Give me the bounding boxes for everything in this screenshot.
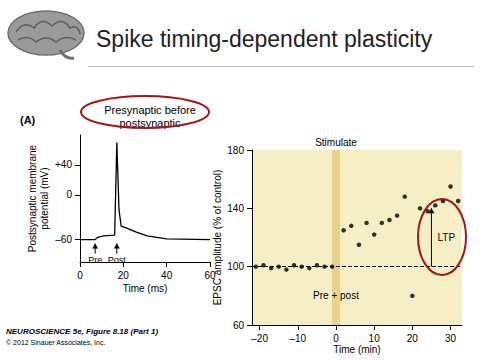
svg-text:20: 20 xyxy=(118,270,130,281)
svg-text:60: 60 xyxy=(233,320,245,331)
svg-text:Time (ms): Time (ms) xyxy=(123,283,168,294)
svg-text:Pre: Pre xyxy=(88,255,102,265)
html-text:© 2012 Sinauer Associates, Inc: © 2012 Sinauer Associates, Inc. xyxy=(6,339,106,346)
svg-text:EPSC amplitude (% of control): EPSC amplitude (% of control) xyxy=(212,170,223,306)
html-text:Spike timing-dependent plastic: Spike timing-dependent plasticity xyxy=(96,26,433,52)
svg-text:60: 60 xyxy=(204,270,216,281)
svg-text:0: 0 xyxy=(77,270,83,281)
svg-text:Stimulate: Stimulate xyxy=(315,137,357,148)
svg-text:LTP: LTP xyxy=(437,232,455,243)
svg-text:postsynaptic: postsynaptic xyxy=(119,117,181,129)
svg-text:Post: Post xyxy=(108,255,127,265)
svg-text:40: 40 xyxy=(161,270,173,281)
svg-text:0: 0 xyxy=(333,333,339,344)
html-text:(A): (A) xyxy=(20,114,36,126)
svg-text:140: 140 xyxy=(227,203,244,214)
svg-text:Time (min): Time (min) xyxy=(333,344,380,355)
svg-text:180: 180 xyxy=(227,145,244,156)
svg-text:Pre + post: Pre + post xyxy=(313,290,359,301)
svg-text:Postsynaptic membrane: Postsynaptic membrane xyxy=(27,144,38,252)
svg-text:–10: –10 xyxy=(289,333,306,344)
svg-text:100: 100 xyxy=(227,261,244,272)
svg-text:+40: +40 xyxy=(55,159,72,170)
html-text:NEUROSCIENCE 5e, Figure 8.18 (: NEUROSCIENCE 5e, Figure 8.18 (Part 1) xyxy=(6,327,158,336)
svg-text:–20: –20 xyxy=(251,333,268,344)
svg-text:0: 0 xyxy=(66,189,72,200)
svg-text:10: 10 xyxy=(369,333,381,344)
svg-text:Presynaptic before: Presynaptic before xyxy=(104,104,196,116)
svg-text:30: 30 xyxy=(445,333,457,344)
svg-text:20: 20 xyxy=(407,333,419,344)
svg-text:potential (mV): potential (mV) xyxy=(39,167,50,229)
svg-text:–60: –60 xyxy=(55,234,72,245)
